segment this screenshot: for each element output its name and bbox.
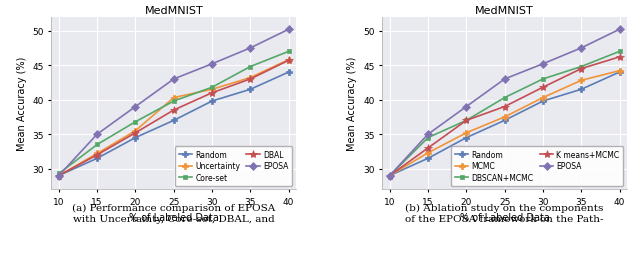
Line: DBAL: DBAL xyxy=(54,57,293,180)
EPOSA xyxy=(501,78,509,81)
Core-set xyxy=(170,100,177,103)
Title: MedMNIST: MedMNIST xyxy=(145,6,203,16)
Y-axis label: Mean Accuracy (%): Mean Accuracy (%) xyxy=(17,57,26,151)
Uncertainty xyxy=(170,97,177,100)
Core-set xyxy=(93,144,101,147)
Uncertainty xyxy=(246,77,254,80)
Legend: Random, Uncertainty, Core-set, DBAL, EPOSA: Random, Uncertainty, Core-set, DBAL, EPO… xyxy=(175,147,292,186)
X-axis label: % of Labeled Data: % of Labeled Data xyxy=(129,212,219,222)
Core-set xyxy=(55,172,63,175)
Line: DBSCAN+MCMC: DBSCAN+MCMC xyxy=(387,50,622,178)
DBSCAN+MCMC xyxy=(501,97,509,100)
Random xyxy=(386,174,394,177)
Core-set xyxy=(285,51,292,54)
EPOSA xyxy=(424,133,432,136)
Random xyxy=(93,157,101,160)
Uncertainty xyxy=(208,88,216,91)
EPOSA xyxy=(386,174,394,177)
K means+MCMC xyxy=(539,86,547,89)
Line: Uncertainty: Uncertainty xyxy=(56,58,291,179)
EPOSA xyxy=(577,47,585,50)
Line: MCMC: MCMC xyxy=(387,69,622,179)
Random xyxy=(424,157,432,160)
EPOSA xyxy=(285,29,292,32)
Line: EPOSA: EPOSA xyxy=(387,27,622,179)
DBAL xyxy=(93,154,101,157)
MCMC xyxy=(424,152,432,155)
Line: Random: Random xyxy=(387,70,622,179)
EPOSA xyxy=(616,29,623,32)
K means+MCMC xyxy=(463,119,470,122)
MCMC xyxy=(577,80,585,83)
EPOSA xyxy=(93,133,101,136)
Random xyxy=(616,71,623,74)
Core-set xyxy=(132,121,140,124)
MCMC xyxy=(616,70,623,73)
DBAL xyxy=(132,132,140,135)
Random xyxy=(170,119,177,122)
Line: EPOSA: EPOSA xyxy=(56,27,291,179)
Random xyxy=(246,88,254,91)
Random xyxy=(501,119,509,122)
Line: Core-set: Core-set xyxy=(56,50,291,176)
K means+MCMC xyxy=(616,56,623,59)
Core-set xyxy=(246,66,254,69)
Y-axis label: Mean Accuracy (%): Mean Accuracy (%) xyxy=(348,57,357,151)
Random xyxy=(463,136,470,139)
DBAL xyxy=(285,59,292,62)
DBSCAN+MCMC xyxy=(386,174,394,177)
EPOSA xyxy=(208,63,216,66)
Uncertainty xyxy=(132,130,140,133)
Line: Random: Random xyxy=(56,70,291,179)
MCMC xyxy=(386,174,394,177)
EPOSA xyxy=(539,63,547,66)
DBAL xyxy=(170,109,177,112)
DBAL xyxy=(55,174,63,177)
Line: K means+MCMC: K means+MCMC xyxy=(385,54,624,180)
MCMC xyxy=(539,97,547,100)
Random xyxy=(55,174,63,177)
Uncertainty xyxy=(93,152,101,155)
MCMC xyxy=(501,116,509,119)
EPOSA xyxy=(132,106,140,109)
K means+MCMC xyxy=(424,147,432,150)
Random xyxy=(285,71,292,74)
Random xyxy=(208,100,216,103)
Random xyxy=(577,88,585,91)
Text: (b) Ablation study on the components
of the EPOSA framework on the Path-: (b) Ablation study on the components of … xyxy=(405,203,604,223)
X-axis label: % of Labeled Data: % of Labeled Data xyxy=(460,212,550,222)
K means+MCMC xyxy=(386,174,394,177)
DBAL xyxy=(246,78,254,81)
K means+MCMC xyxy=(577,68,585,71)
Uncertainty xyxy=(285,59,292,62)
Title: MedMNIST: MedMNIST xyxy=(476,6,534,16)
EPOSA xyxy=(170,78,177,81)
Random xyxy=(539,100,547,103)
EPOSA xyxy=(55,174,63,177)
Random xyxy=(132,136,140,139)
Uncertainty xyxy=(55,174,63,177)
DBSCAN+MCMC xyxy=(463,119,470,122)
EPOSA xyxy=(463,106,470,109)
DBSCAN+MCMC xyxy=(539,78,547,81)
DBSCAN+MCMC xyxy=(616,51,623,54)
DBSCAN+MCMC xyxy=(577,66,585,69)
Core-set xyxy=(208,86,216,89)
Text: (a) Performance comparison of EPOSA
with Uncertainty, Core-set, DBAL, and: (a) Performance comparison of EPOSA with… xyxy=(72,203,275,223)
Legend: Random, MCMC, DBSCAN+MCMC, K means+MCMC, EPOSA: Random, MCMC, DBSCAN+MCMC, K means+MCMC,… xyxy=(451,147,623,186)
EPOSA xyxy=(246,47,254,50)
MCMC xyxy=(463,132,470,135)
DBAL xyxy=(208,92,216,95)
K means+MCMC xyxy=(501,106,509,109)
DBSCAN+MCMC xyxy=(424,136,432,139)
